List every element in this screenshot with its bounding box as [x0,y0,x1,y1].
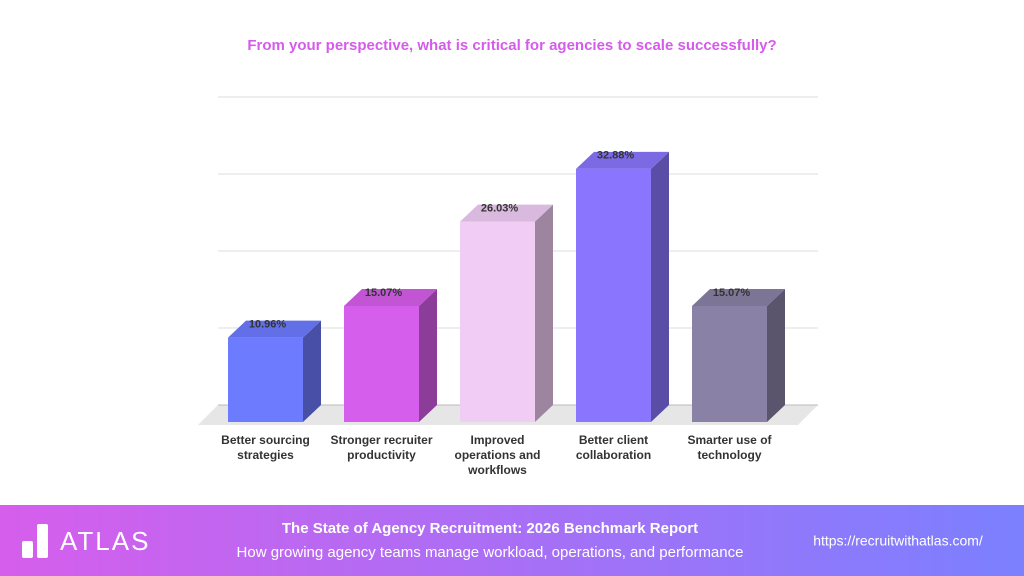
bar-top [460,204,553,222]
value-label: 15.07% [365,287,403,299]
bar-top [344,288,437,306]
bar-side [767,288,785,422]
footer-subtitle: How growing agency teams manage workload… [237,544,744,561]
footer-url[interactable]: https://recruitwithatlas.com/ [813,533,983,549]
bar-top [228,320,321,338]
bar-side [651,151,669,422]
x-tick-label: Stronger recruiter productivity [330,433,433,462]
x-tick-label: Better sourcing strategies [221,433,310,462]
value-label: 10.96% [249,319,287,331]
bar [344,305,419,422]
logo-mark [22,541,33,558]
logo-mark [37,524,48,558]
x-tick-label: Improved operations and workflows [454,433,541,477]
bar [228,337,303,422]
value-label: 32.88% [597,150,635,162]
bar [576,168,651,422]
footer-title: The State of Agency Recruitment: 2026 Be… [282,520,698,537]
footer-band [0,505,1024,576]
chart-title: From your perspective, what is critical … [247,37,776,54]
bar-side [535,204,553,422]
value-label: 15.07% [713,287,751,299]
bar-side [419,288,437,422]
x-tick-label: Smarter use of technology [687,433,772,462]
x-tick-label: Better client collaboration [575,433,652,462]
bar-top [576,151,669,169]
bar [460,221,535,422]
logo-text: ATLAS [60,526,150,556]
bar-top [692,288,785,306]
bar [692,305,767,422]
bar-side [303,320,321,422]
value-label: 26.03% [481,202,519,214]
